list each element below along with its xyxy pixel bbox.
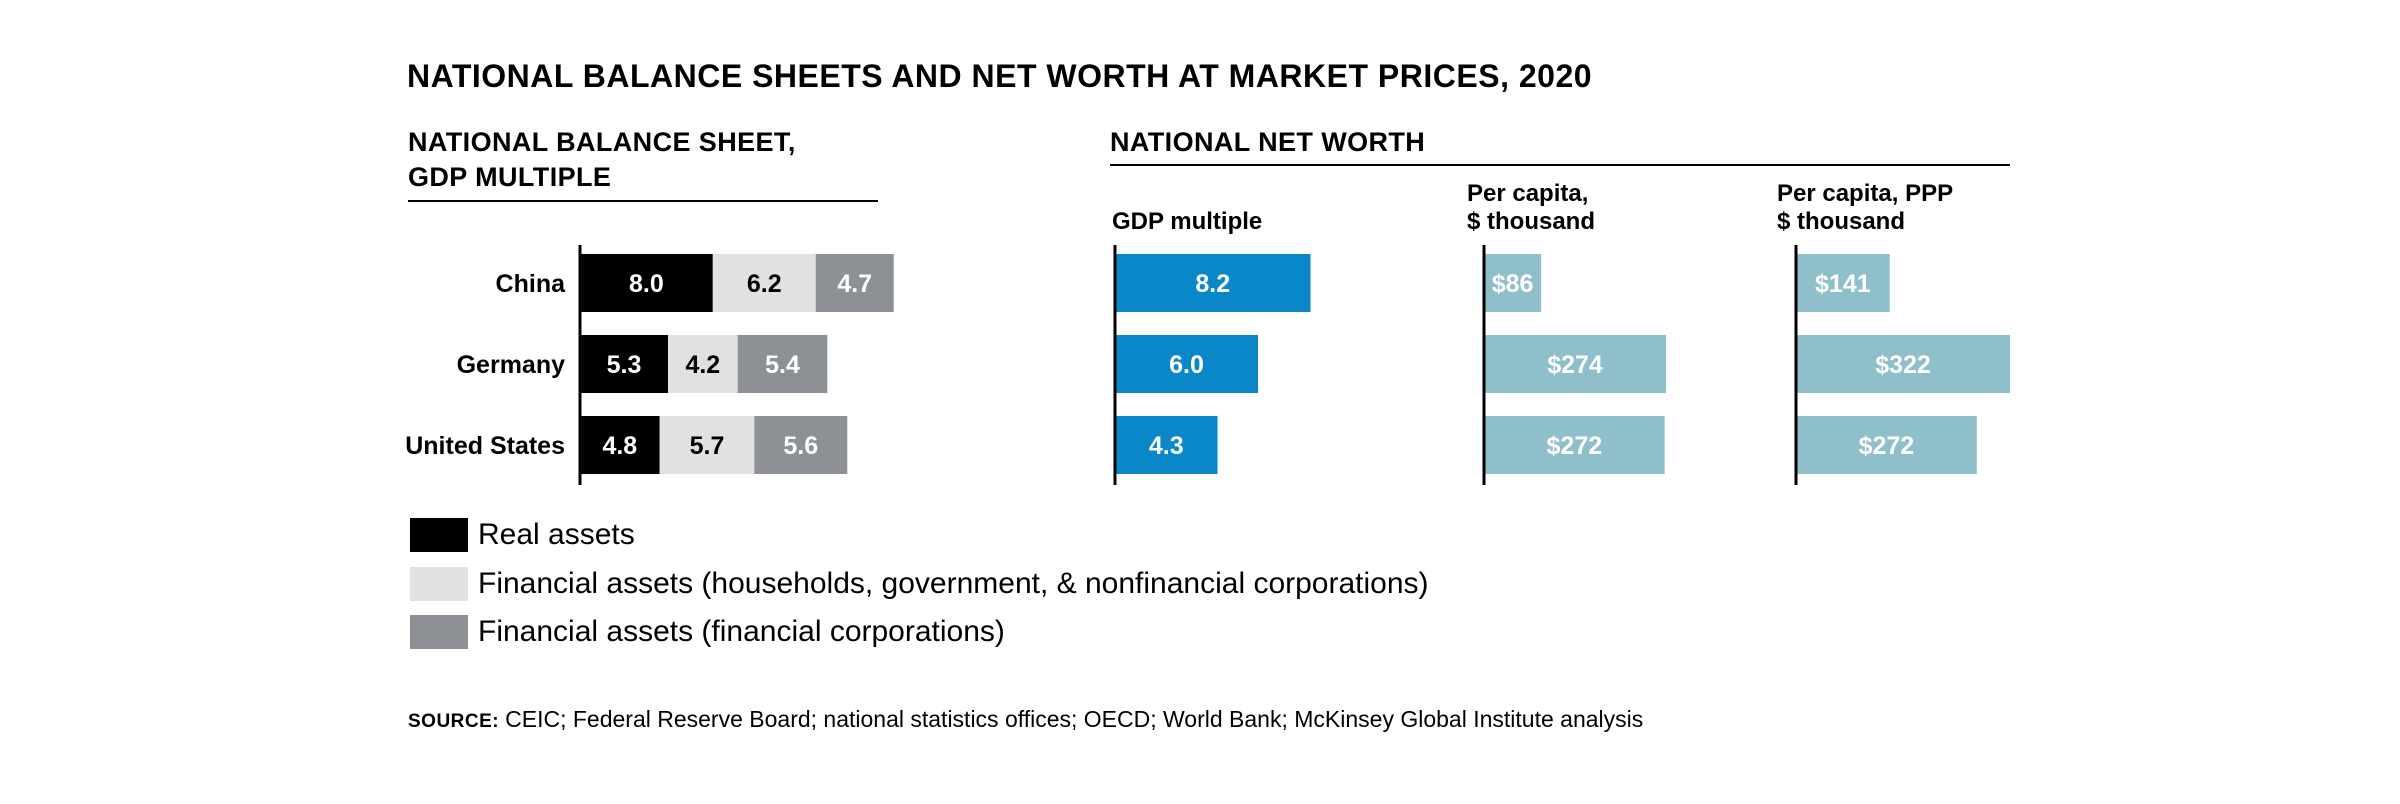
balance-sheet-title-line2: GDP MULTIPLE xyxy=(408,162,612,192)
data-label-gdp-multiple-germany: 6.0 xyxy=(1169,351,1204,379)
per-capita-header-line1: Per capita, xyxy=(1467,180,1589,207)
source-key: SOURCE: xyxy=(408,711,500,732)
balance-sheet-title: NATIONAL BALANCE SHEET, GDP MULTIPLE xyxy=(408,125,796,195)
legend-item-financial-assets-financial-corporations: Financial assets (financial corporations… xyxy=(410,615,1005,649)
legend-swatch-financial-assets-financial-corporations xyxy=(410,615,468,649)
bar-per-capita-ppp-germany xyxy=(1796,335,2010,393)
per-capita-ppp-header: Per capita, PPP $ thousand xyxy=(1777,180,1953,236)
per-capita-ppp-header-line1: Per capita, PPP xyxy=(1777,180,1954,207)
bar-gdp-multiple-china xyxy=(1115,254,1311,312)
data-label-per-capita-china: $86 xyxy=(1492,270,1534,298)
bar-gdp-multiple-germany xyxy=(1115,335,1259,393)
legend-item-real-assets: Real assets xyxy=(410,518,635,552)
bar-germany-series-2 xyxy=(667,335,738,393)
data-label-china-series-1: 8.0 xyxy=(629,270,664,298)
bar-china-series-3 xyxy=(815,254,894,312)
legend-swatch-real-assets xyxy=(410,518,468,552)
data-label-per-capita-ppp-china: $141 xyxy=(1815,270,1871,298)
data-label-china-series-3: 4.7 xyxy=(837,270,872,298)
source-text: CEIC; Federal Reserve Board; national st… xyxy=(505,706,1644,732)
bar-per-capita-germany xyxy=(1484,335,1666,393)
bar-china-series-1 xyxy=(580,254,713,312)
data-label-united-states-series-2: 5.7 xyxy=(690,432,725,460)
data-label-united-states-series-3: 5.6 xyxy=(783,432,818,460)
bar-united-states-series-1 xyxy=(580,416,660,474)
data-label-germany-series-2: 4.2 xyxy=(685,351,720,379)
legend-label-real-assets: Real assets xyxy=(478,518,635,551)
data-label-germany-series-1: 5.3 xyxy=(607,351,642,379)
legend-label-financial-assets-financial-corporations: Financial assets (financial corporations… xyxy=(478,615,1005,648)
data-label-united-states-series-1: 4.8 xyxy=(602,432,637,460)
data-label-gdp-multiple-united-states: 4.3 xyxy=(1149,432,1184,460)
data-label-china-series-2: 6.2 xyxy=(747,270,782,298)
bar-china-series-2 xyxy=(712,254,816,312)
bar-per-capita-ppp-china xyxy=(1796,254,1890,312)
data-label-per-capita-germany: $274 xyxy=(1547,351,1603,379)
category-label-germany: Germany xyxy=(457,351,565,379)
data-label-gdp-multiple-china: 8.2 xyxy=(1195,270,1230,298)
bar-united-states-series-2 xyxy=(659,416,755,474)
balance-sheet-title-line1: NATIONAL BALANCE SHEET, xyxy=(408,127,796,157)
per-capita-header-line2: $ thousand xyxy=(1467,208,1596,235)
gdp-multiple-header: GDP multiple xyxy=(1112,208,1263,235)
bar-per-capita-united-states xyxy=(1484,416,1665,474)
bar-germany-series-3 xyxy=(737,335,828,393)
data-label-per-capita-ppp-united-states: $272 xyxy=(1859,432,1915,460)
category-label-united-states: United States xyxy=(405,432,565,460)
source-note: SOURCE: CEIC; Federal Reserve Board; nati… xyxy=(408,706,1643,733)
per-capita-ppp-header-line2: $ thousand xyxy=(1777,208,1906,235)
bar-germany-series-1 xyxy=(580,335,668,393)
legend-item-financial-assets-households: Financial assets (households, government… xyxy=(410,567,1429,601)
net-worth-title: NATIONAL NET WORTH xyxy=(1110,127,1426,157)
data-label-per-capita-united-states: $272 xyxy=(1547,432,1603,460)
balance-sheet-title-rule xyxy=(408,200,878,202)
net-worth-title-rule xyxy=(1110,164,2010,166)
per-capita-header: Per capita, $ thousand xyxy=(1467,180,1595,236)
bar-per-capita-ppp-united-states xyxy=(1796,416,1977,474)
legend-label-financial-assets-households: Financial assets (households, government… xyxy=(478,567,1429,600)
data-label-per-capita-ppp-germany: $322 xyxy=(1875,351,1931,379)
bar-united-states-series-3 xyxy=(754,416,848,474)
data-label-germany-series-3: 5.4 xyxy=(765,351,800,379)
category-label-china: China xyxy=(496,270,567,298)
bar-per-capita-china xyxy=(1484,254,1542,312)
figure-title: NATIONAL BALANCE SHEETS AND NET WORTH AT… xyxy=(407,58,1593,94)
legend-swatch-financial-assets-households xyxy=(410,567,468,601)
bar-gdp-multiple-united-states xyxy=(1115,416,1218,474)
